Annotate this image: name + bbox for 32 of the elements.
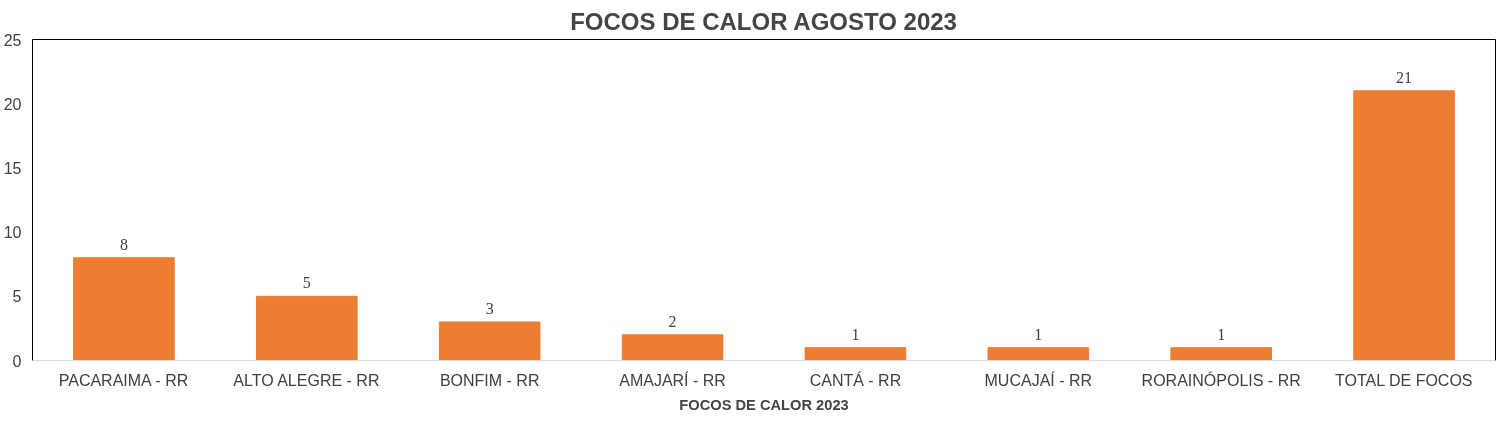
y-tick-label: 25 xyxy=(3,31,22,49)
bar xyxy=(1353,90,1455,361)
y-tick-label: 5 xyxy=(12,288,22,306)
bar xyxy=(621,334,724,361)
x-tick-label: ALTO ALEGRE - RR xyxy=(233,371,380,389)
bar xyxy=(804,347,907,361)
y-tick-label: 15 xyxy=(3,159,22,177)
y-tick-label: 0 xyxy=(12,352,22,370)
data-label: 21 xyxy=(1396,68,1413,86)
x-tick-label: AMAJARÍ - RR xyxy=(619,370,726,389)
x-tick-label: MUCAJAÍ - RR xyxy=(984,370,1093,389)
y-tick-label: 10 xyxy=(3,224,22,242)
data-label: 1 xyxy=(1034,325,1043,343)
x-tick-label: TOTAL DE FOCOS xyxy=(1335,371,1473,389)
bar xyxy=(73,257,175,361)
x-tick-label: BONFIM - RR xyxy=(439,371,540,389)
x-axis-title: FOCOS DE CALOR 2023 xyxy=(679,396,849,413)
data-label: 8 xyxy=(119,235,128,253)
bar xyxy=(1170,347,1272,361)
y-tick-label: 20 xyxy=(3,95,22,113)
data-label: 3 xyxy=(485,299,494,317)
bar xyxy=(256,295,358,361)
x-tick-label: CANTÁ - RR xyxy=(809,370,902,389)
data-label: 1 xyxy=(851,325,860,343)
chart-title: FOCOS DE CALOR AGOSTO 2023 xyxy=(570,7,957,35)
bar xyxy=(987,347,1090,361)
bar xyxy=(438,321,541,361)
data-label: 5 xyxy=(302,274,311,292)
data-label: 2 xyxy=(668,312,677,330)
x-tick-label: RORAINÓPOLIS - RR xyxy=(1141,370,1301,389)
data-label: 1 xyxy=(1217,325,1226,343)
x-tick-label: PACARAIMA - RR xyxy=(58,371,189,389)
